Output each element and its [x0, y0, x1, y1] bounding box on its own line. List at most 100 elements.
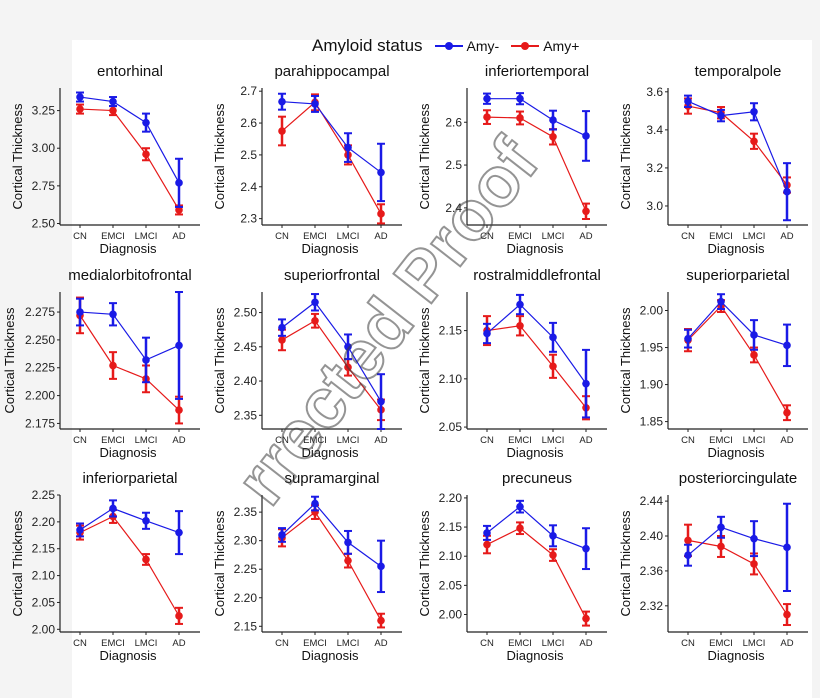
data-point — [483, 329, 491, 338]
x-axis-label: Diagnosis — [707, 648, 765, 663]
data-point — [516, 524, 524, 533]
x-tick-label: EMCI — [709, 638, 733, 649]
x-tick-label: EMCI — [303, 435, 327, 446]
x-axis-label: Diagnosis — [99, 648, 157, 663]
series-line-Amy- — [79, 96, 180, 184]
series-line-Amy- — [687, 526, 788, 556]
y-axis-label: Cortical Thickness — [212, 103, 227, 209]
data-point — [783, 341, 791, 350]
data-point — [311, 316, 319, 325]
data-point — [175, 206, 183, 214]
legend-entry-amy-neg: Amy- — [434, 38, 499, 54]
data-point — [344, 556, 352, 565]
data-point — [483, 529, 491, 537]
x-tick-label: LMCI — [337, 638, 360, 649]
panel-title: parahippocampal — [274, 63, 389, 80]
data-point — [377, 397, 385, 406]
y-tick-label: 3.6 — [646, 85, 663, 99]
data-point — [76, 526, 84, 534]
y-tick-label: 2.4 — [240, 180, 257, 194]
y-tick-label: 2.50 — [234, 306, 258, 320]
x-tick-label: CN — [73, 638, 87, 649]
y-axis-label: Cortical Thickness — [212, 307, 227, 413]
y-tick-label: 2.10 — [439, 549, 463, 563]
x-tick-label: CN — [480, 231, 494, 242]
y-tick-label: 2.40 — [234, 374, 258, 388]
data-point — [109, 310, 117, 319]
x-axis-label: Diagnosis — [301, 241, 359, 256]
y-tick-label: 2.05 — [439, 420, 463, 434]
y-tick-label: 2.15 — [234, 619, 258, 633]
series-line-Amy- — [486, 505, 587, 550]
plot-background — [72, 40, 812, 698]
y-tick-label: 2.6 — [240, 116, 257, 130]
data-point — [175, 341, 183, 350]
y-tick-label: 2.5 — [240, 148, 257, 162]
y-tick-label: 2.35 — [234, 408, 258, 422]
data-point — [750, 137, 758, 146]
data-point — [311, 298, 319, 307]
y-axis-label: Cortical Thickness — [618, 510, 633, 616]
data-point — [750, 331, 758, 339]
panel-title: entorhinal — [97, 63, 163, 80]
data-point — [717, 542, 725, 551]
data-point — [582, 614, 590, 623]
data-point — [377, 616, 385, 625]
data-point — [783, 187, 791, 196]
data-point — [175, 612, 183, 620]
y-tick-label: 2.05 — [439, 578, 463, 592]
y-tick-label: 2.20 — [32, 515, 56, 529]
y-tick-label: 2.7 — [240, 84, 257, 98]
data-point — [142, 555, 150, 564]
data-point — [278, 336, 286, 344]
y-tick-label: 2.4 — [445, 201, 462, 215]
data-point — [344, 538, 352, 547]
series-line-Amy- — [487, 98, 587, 137]
data-point — [175, 179, 183, 187]
data-point — [516, 321, 524, 330]
x-tick-label: CN — [275, 435, 289, 446]
data-point — [582, 379, 590, 388]
data-point — [516, 300, 524, 309]
y-tick-label: 2.32 — [640, 599, 664, 613]
panel-title: inferiorparietal — [82, 470, 177, 487]
y-tick-label: 2.225 — [25, 361, 55, 375]
series-line-Amy+ — [687, 105, 788, 186]
panel-precuneus: precuneus 2.00 2.05 2.10 2.15 2.20 CN EMCI LMCI A… — [417, 470, 607, 663]
data-point — [344, 143, 352, 152]
series-line-Amy+ — [687, 539, 788, 615]
data-point — [750, 534, 758, 543]
y-tick-label: 2.275 — [25, 305, 55, 319]
data-point — [582, 544, 590, 553]
data-point — [76, 105, 84, 113]
x-axis-label: Diagnosis — [707, 445, 765, 460]
y-tick-label: 2.5 — [445, 158, 462, 172]
data-point — [377, 210, 385, 218]
x-axis-label: Diagnosis — [301, 648, 359, 663]
data-point — [278, 531, 286, 539]
x-tick-label: LMCI — [743, 435, 766, 446]
panel-title: rostralmiddlefrontal — [473, 267, 601, 284]
data-point — [549, 333, 557, 342]
x-tick-label: LMCI — [135, 435, 158, 446]
x-tick-label: CN — [480, 435, 494, 446]
x-tick-label: EMCI — [508, 231, 532, 242]
data-point — [344, 363, 352, 372]
x-tick-label: AD — [374, 231, 387, 242]
data-point — [483, 113, 491, 121]
y-tick-label: 2.00 — [640, 304, 664, 318]
x-tick-label: AD — [780, 231, 793, 242]
data-point — [483, 94, 491, 103]
x-tick-label: CN — [275, 638, 289, 649]
legend: Amyloid status Amy- Amy+ — [312, 36, 585, 56]
y-tick-label: 3.25 — [32, 104, 56, 118]
data-point — [750, 560, 758, 568]
y-axis-label: Cortical Thickness — [2, 307, 17, 413]
data-point — [717, 523, 725, 532]
data-point — [377, 562, 385, 571]
x-tick-label: CN — [681, 231, 695, 242]
panel-title: medialorbitofrontal — [68, 267, 191, 284]
x-tick-label: CN — [73, 435, 87, 446]
